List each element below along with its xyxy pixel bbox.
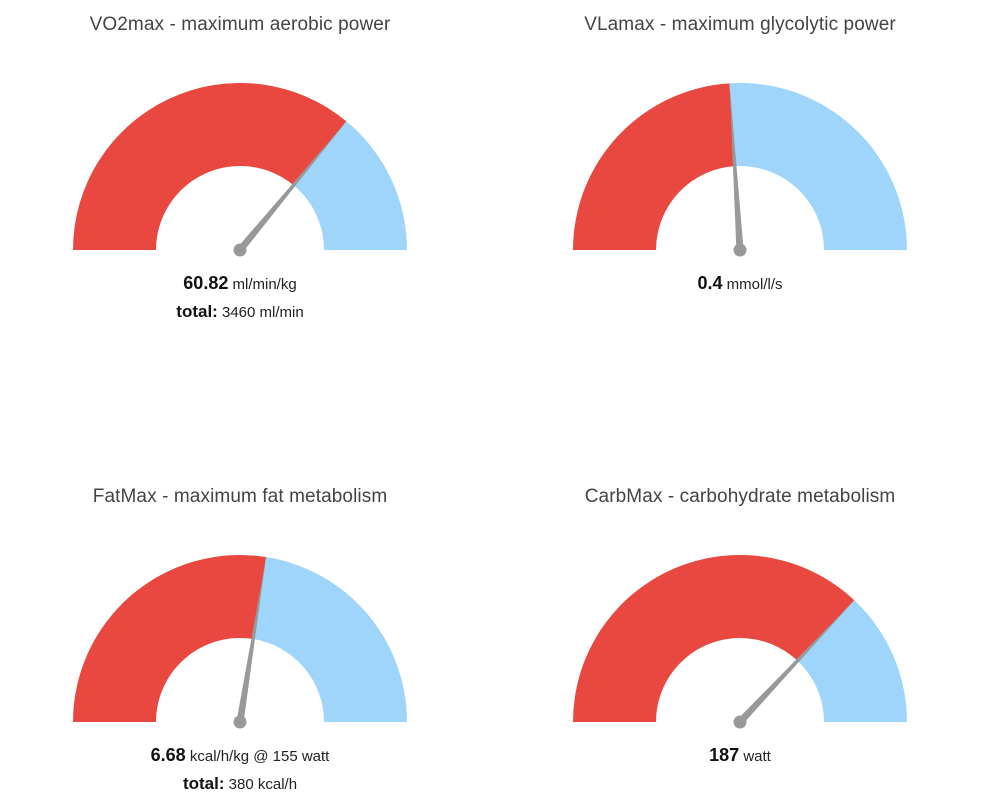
gauge-needle-hub — [233, 243, 247, 257]
gauge-value: 6.68 — [150, 745, 186, 765]
gauge-dial — [573, 83, 907, 257]
gauge-needle — [237, 122, 346, 253]
gauge-total-value: 3460 ml/min — [222, 304, 304, 321]
gauge-reading: 0.4 mmol/l/s — [500, 273, 980, 294]
gauge-title: VLamax - maximum glycolytic power — [584, 14, 896, 35]
gauge-remaining-arc — [729, 83, 907, 251]
gauge-unit: kcal/h/kg @ 155 watt — [189, 748, 330, 765]
gauge-needle — [737, 601, 853, 725]
gauge-title: VO2max - maximum aerobic power — [89, 14, 391, 35]
gauge-filled-arc — [73, 82, 347, 250]
gauge-vo2max: VO2max - maximum aerobic power 60.82 ml/… — [0, 0, 480, 340]
gauge-remaining-arc — [797, 600, 907, 722]
gauge-needle — [236, 559, 266, 723]
gauge-filled-arc — [73, 555, 267, 722]
gauge-unit: ml/min/kg — [232, 276, 297, 293]
gauge-needle-hub — [233, 715, 247, 729]
gauge-filled-arc — [573, 554, 855, 722]
gauge-total-value: 380 kcal/h — [228, 776, 298, 793]
gauge-title: CarbMax - carbohydrate metabolism — [584, 486, 896, 507]
gauge-vlamax: VLamax - maximum glycolytic power 0.4 mm… — [500, 0, 980, 340]
gauge-needle — [729, 85, 744, 251]
gauge-total: total: 3460 ml/min — [0, 302, 480, 322]
gauge-title: FatMax - maximum fat metabolism — [92, 486, 388, 507]
gauge-total-label: total: — [182, 774, 225, 793]
gauge-total: total: 380 kcal/h — [0, 774, 480, 794]
gauge-dial — [73, 555, 407, 729]
gauge-dial — [573, 554, 907, 729]
gauge-reading: 187 watt — [500, 745, 980, 766]
gauge-needle-hub — [733, 243, 747, 257]
gauge-reading: 6.68 kcal/h/kg @ 155 watt — [0, 745, 480, 766]
gauge-value: 60.82 — [183, 273, 229, 293]
gauge-value: 187 — [709, 745, 740, 765]
gauge-carbmax: CarbMax - carbohydrate metabolism 187 wa… — [500, 472, 980, 812]
gauge-value: 0.4 — [697, 273, 723, 293]
gauge-unit: mmol/l/s — [726, 276, 783, 293]
gauge-remaining-arc — [293, 121, 407, 250]
gauge-remaining-arc — [253, 557, 407, 722]
gauge-fatmax: FatMax - maximum fat metabolism 6.68 kca… — [0, 472, 480, 812]
gauge-unit: watt — [743, 748, 771, 765]
gauge-reading: 60.82 ml/min/kg — [0, 273, 480, 294]
gauge-total-label: total: — [176, 302, 218, 321]
gauge-needle-hub — [733, 715, 747, 729]
gauge-dial — [73, 82, 407, 257]
gauge-filled-arc — [573, 83, 735, 250]
